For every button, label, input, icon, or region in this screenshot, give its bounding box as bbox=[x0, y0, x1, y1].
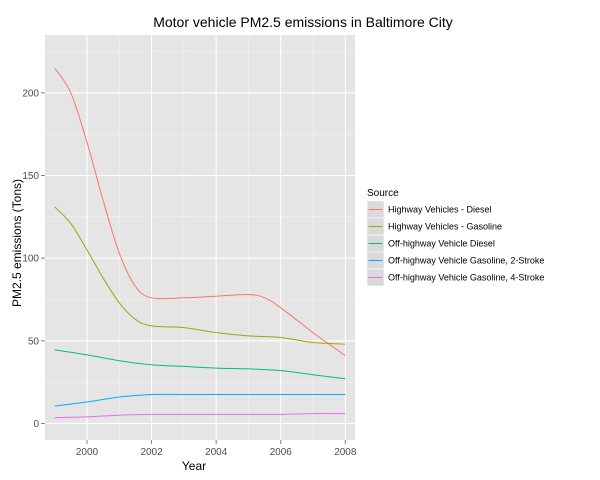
x-axis-title: Year bbox=[182, 459, 206, 473]
legend-label: Highway Vehicles - Gasoline bbox=[388, 222, 502, 232]
y-axis: 0 50 100 150 200 bbox=[22, 88, 45, 430]
minor-gridlines bbox=[45, 35, 355, 440]
series-lines bbox=[54, 67, 346, 419]
legend-label: Off-highway Vehicle Gasoline, 4-Stroke bbox=[388, 273, 544, 283]
y-tick-label: 50 bbox=[28, 336, 40, 347]
plot-panel bbox=[45, 35, 355, 440]
series-line-3 bbox=[54, 349, 346, 380]
x-tick-label: 2002 bbox=[140, 447, 163, 458]
series-line-5 bbox=[54, 413, 346, 419]
legend-label: Off-highway Vehicle Diesel bbox=[388, 239, 495, 249]
major-gridlines bbox=[45, 35, 355, 440]
y-tick-label: 100 bbox=[22, 254, 39, 265]
legend-label: Off-highway Vehicle Gasoline, 2-Stroke bbox=[388, 256, 544, 266]
legend-title: Source bbox=[367, 188, 399, 199]
series-line-4 bbox=[54, 393, 346, 407]
y-tick-label: 200 bbox=[22, 88, 39, 99]
chart-title: Motor vehicle PM2.5 emissions in Baltimo… bbox=[153, 14, 453, 30]
legend: Source Highway Vehicles - Diesel Highway … bbox=[366, 188, 544, 287]
x-tick-label: 2000 bbox=[76, 447, 99, 458]
x-tick-label: 2006 bbox=[270, 447, 293, 458]
x-axis: 2000 2002 2004 2006 2008 bbox=[76, 440, 357, 458]
x-tick-label: 2008 bbox=[334, 447, 357, 458]
y-axis-title: PM2.5 emissions (Tons) bbox=[10, 179, 24, 307]
y-tick-label: 150 bbox=[22, 171, 39, 182]
y-tick-label: 0 bbox=[33, 419, 39, 430]
series-line-1 bbox=[54, 67, 346, 357]
series-line-2 bbox=[54, 206, 346, 345]
x-tick-label: 2004 bbox=[205, 447, 228, 458]
legend-label: Highway Vehicles - Diesel bbox=[388, 205, 492, 215]
